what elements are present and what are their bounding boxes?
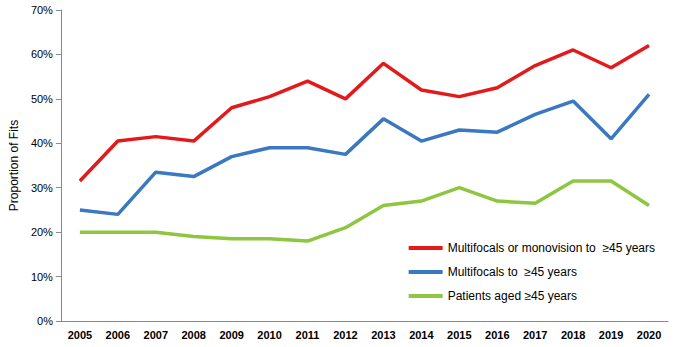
svg-text:2015: 2015 xyxy=(447,329,471,341)
svg-text:30%: 30% xyxy=(31,182,53,194)
svg-text:40%: 40% xyxy=(31,137,53,149)
svg-text:Multifocals to ≥45 years: Multifocals to ≥45 years xyxy=(448,265,577,279)
svg-text:0%: 0% xyxy=(37,315,53,327)
svg-text:70%: 70% xyxy=(31,4,53,16)
svg-text:20%: 20% xyxy=(31,226,53,238)
svg-text:2006: 2006 xyxy=(106,329,130,341)
svg-text:2019: 2019 xyxy=(599,329,623,341)
svg-text:2018: 2018 xyxy=(561,329,585,341)
svg-text:2007: 2007 xyxy=(144,329,168,341)
svg-text:2010: 2010 xyxy=(257,329,281,341)
svg-text:2020: 2020 xyxy=(637,329,661,341)
svg-text:Proportion of Fits: Proportion of Fits xyxy=(7,120,21,211)
svg-text:2011: 2011 xyxy=(296,329,320,341)
svg-text:2012: 2012 xyxy=(333,329,357,341)
svg-text:2014: 2014 xyxy=(409,329,434,341)
svg-text:10%: 10% xyxy=(31,271,53,283)
svg-text:2017: 2017 xyxy=(523,329,547,341)
svg-text:2013: 2013 xyxy=(371,329,395,341)
svg-text:60%: 60% xyxy=(31,48,53,60)
svg-text:50%: 50% xyxy=(31,93,53,105)
svg-text:2005: 2005 xyxy=(68,329,92,341)
svg-text:Multifocals or monovision to: Multifocals or monovision to ≥45 years xyxy=(448,241,655,255)
svg-text:2009: 2009 xyxy=(219,329,243,341)
svg-text:2008: 2008 xyxy=(181,329,205,341)
svg-text:2016: 2016 xyxy=(485,329,509,341)
svg-text:Patients aged ≥45 years: Patients aged ≥45 years xyxy=(448,289,577,303)
